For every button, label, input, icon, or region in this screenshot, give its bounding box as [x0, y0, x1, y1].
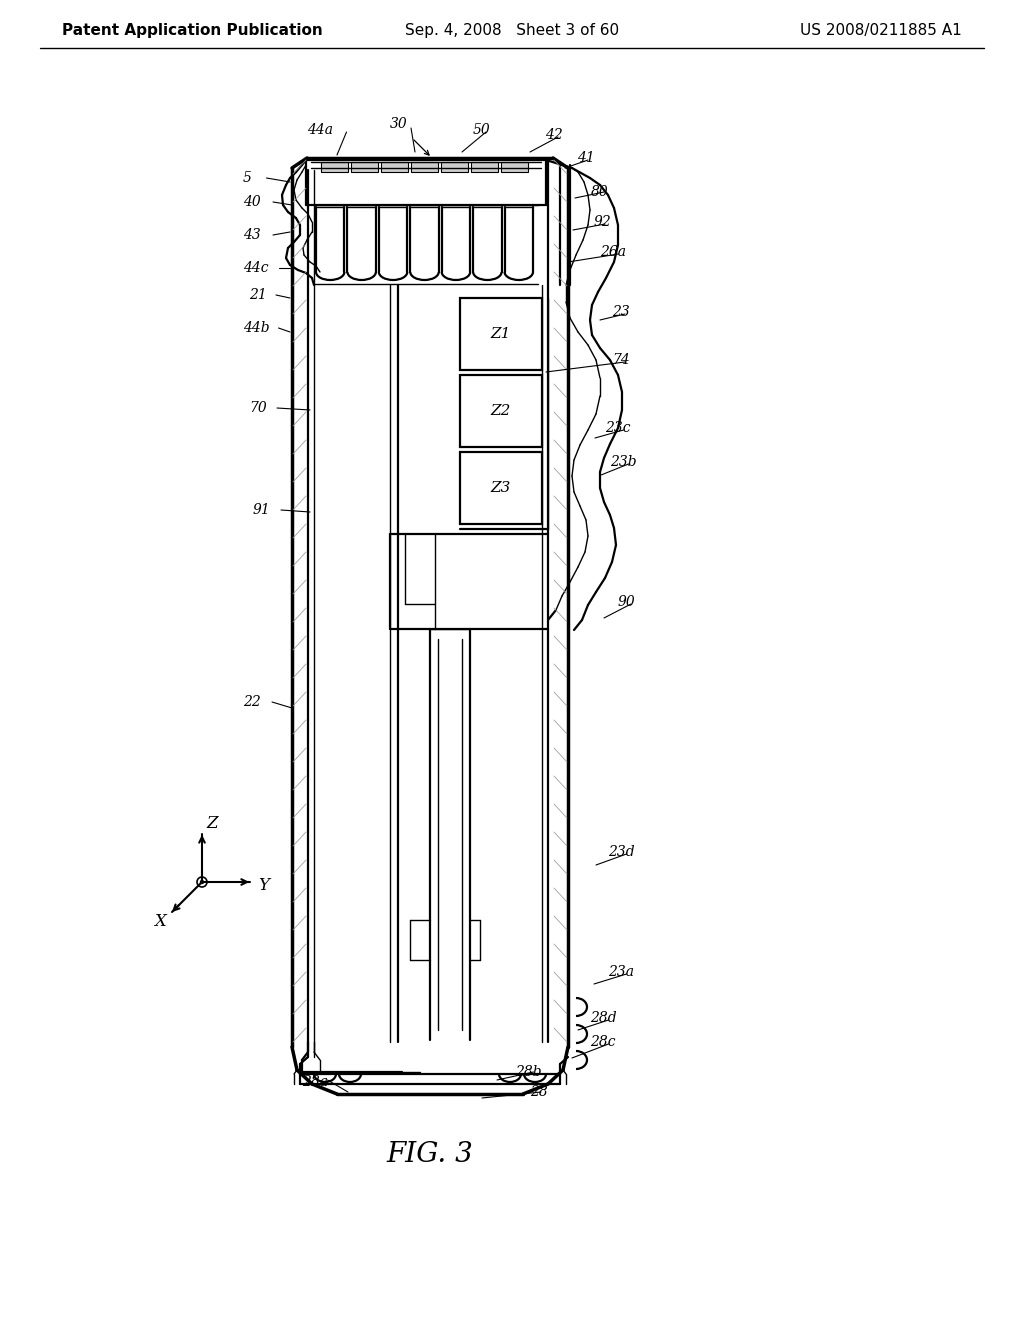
Bar: [460, 298, 542, 370]
Circle shape: [201, 880, 204, 883]
Text: 28: 28: [530, 1085, 548, 1100]
Bar: [381, 162, 408, 172]
Text: Z1: Z1: [490, 327, 511, 341]
Text: 30: 30: [390, 117, 408, 131]
Text: 42: 42: [545, 128, 563, 143]
Bar: [351, 162, 378, 172]
Text: 23b: 23b: [610, 455, 637, 469]
Text: 90: 90: [618, 595, 636, 609]
Text: 80: 80: [591, 185, 608, 199]
Text: 50: 50: [473, 123, 490, 137]
Text: US 2008/0211885 A1: US 2008/0211885 A1: [800, 22, 962, 37]
Text: 70: 70: [249, 401, 266, 414]
Text: 43: 43: [243, 228, 261, 242]
Text: 28a: 28a: [302, 1074, 328, 1089]
Text: 40: 40: [243, 195, 261, 209]
Text: 44b: 44b: [243, 321, 269, 335]
Text: 74: 74: [612, 352, 630, 367]
Text: 92: 92: [594, 215, 611, 228]
Text: Patent Application Publication: Patent Application Publication: [62, 22, 323, 37]
Bar: [471, 162, 498, 172]
Text: 41: 41: [577, 150, 595, 165]
Text: 5: 5: [243, 172, 252, 185]
Text: Z: Z: [206, 816, 217, 833]
Text: Y: Y: [258, 878, 269, 895]
Bar: [321, 162, 348, 172]
Text: 44c: 44c: [243, 261, 268, 275]
Text: 26a: 26a: [600, 246, 626, 259]
Text: 28b: 28b: [515, 1065, 542, 1078]
Text: Z3: Z3: [490, 480, 511, 495]
Bar: [501, 162, 528, 172]
Text: 22: 22: [243, 696, 261, 709]
Text: 23: 23: [612, 305, 630, 319]
Text: 91: 91: [253, 503, 270, 517]
Text: Sep. 4, 2008   Sheet 3 of 60: Sep. 4, 2008 Sheet 3 of 60: [404, 22, 620, 37]
Text: X: X: [154, 913, 166, 931]
Text: Z2: Z2: [490, 404, 511, 418]
Text: 23c: 23c: [605, 421, 631, 436]
Bar: [441, 162, 468, 172]
Bar: [411, 162, 438, 172]
Text: 23d: 23d: [608, 845, 635, 859]
Text: 44a: 44a: [307, 123, 333, 137]
Text: 21: 21: [249, 288, 266, 302]
Text: FIG. 3: FIG. 3: [387, 1142, 473, 1168]
Bar: [460, 375, 542, 447]
Text: 28c: 28c: [590, 1035, 615, 1049]
Text: 23a: 23a: [608, 965, 634, 979]
Text: 28d: 28d: [590, 1011, 616, 1026]
Bar: [460, 451, 542, 524]
